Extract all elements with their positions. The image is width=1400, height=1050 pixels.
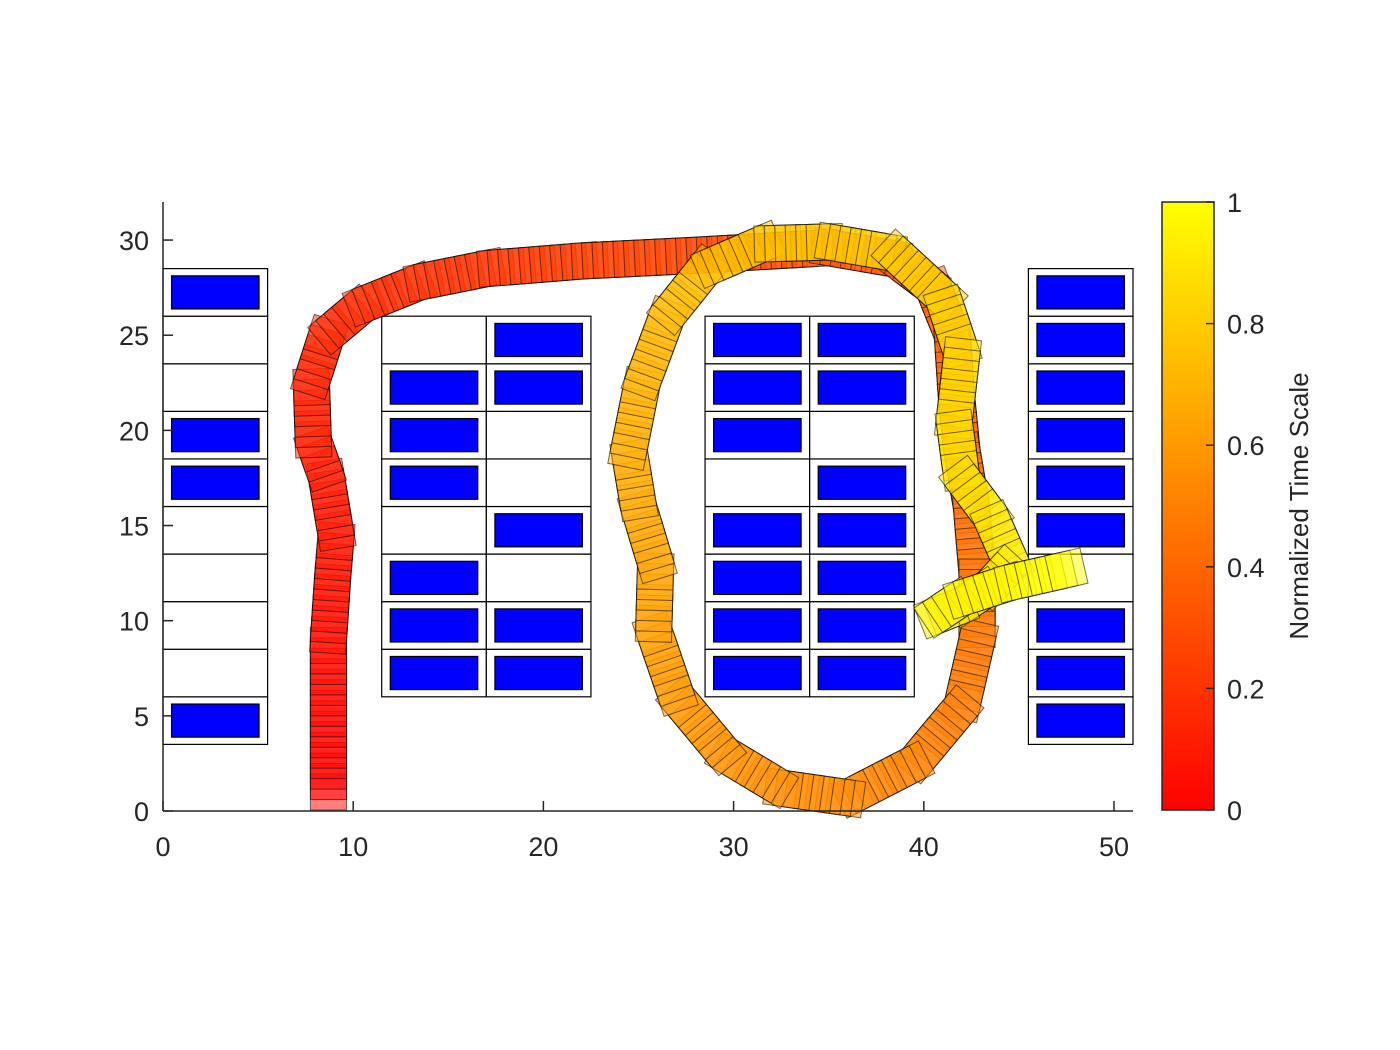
parked-car — [713, 417, 802, 453]
parked-car — [389, 370, 479, 405]
x-tick-label: 40 — [909, 832, 939, 862]
parked-car — [1036, 465, 1126, 500]
parking-slot — [162, 505, 269, 555]
parked-car — [389, 465, 479, 500]
parking-slot — [485, 458, 592, 508]
colorbar-tick-label: 1 — [1227, 188, 1242, 218]
parking-slot — [704, 458, 811, 508]
parking-slot — [381, 505, 487, 555]
parked-car — [494, 322, 583, 358]
y-tick-label: 15 — [119, 512, 149, 542]
parking-slot — [485, 410, 592, 460]
y-tick-label: 20 — [119, 416, 149, 446]
parking-slot — [381, 315, 487, 365]
parked-car — [817, 370, 907, 405]
vehicle-pose — [1044, 547, 1089, 592]
parked-car — [817, 513, 907, 548]
parking-slot — [162, 315, 269, 365]
parked-car — [1036, 322, 1126, 358]
x-tick-label: 10 — [338, 832, 368, 862]
parked-car — [713, 560, 802, 596]
parked-car — [494, 608, 583, 643]
parked-car — [1036, 703, 1126, 738]
parked-car — [1036, 417, 1126, 453]
parked-car — [170, 417, 260, 453]
parking-slot — [485, 553, 592, 603]
colorbar-tick-label: 0.6 — [1227, 431, 1265, 461]
colorbar-tick-label: 0.4 — [1227, 553, 1265, 583]
parked-car — [1036, 655, 1126, 691]
parked-car — [389, 655, 479, 691]
y-tick-label: 25 — [119, 321, 149, 351]
parked-car — [817, 322, 907, 358]
x-tick-label: 20 — [528, 832, 558, 862]
parked-car — [389, 417, 479, 453]
parked-car — [389, 560, 479, 596]
parked-car — [1036, 370, 1126, 405]
parking-slot — [809, 410, 915, 460]
y-tick-label: 0 — [134, 797, 149, 827]
parked-car — [713, 655, 802, 691]
y-tick-label: 10 — [119, 607, 149, 637]
colorbar-tick-label: 0.2 — [1227, 674, 1265, 704]
parking-slots — [162, 268, 1134, 745]
parked-car — [713, 322, 802, 358]
colorbar-tick-label: 0.8 — [1227, 310, 1265, 340]
parking-slot — [162, 648, 269, 698]
parking-slot — [162, 363, 269, 412]
colorbar-label: Normalized Time Scale — [1284, 372, 1314, 639]
axes: 0 10 20 30 40 50 0 5 10 15 20 25 30 — [119, 202, 1133, 862]
x-tick-label: 50 — [1099, 832, 1129, 862]
y-tick-label: 30 — [119, 226, 149, 256]
parked-car — [713, 608, 802, 643]
parked-car — [713, 370, 802, 405]
colorbar: Normalized Time Scale 0 0.2 0.4 0.6 0.8 1 — [1161, 188, 1314, 826]
parked-car — [817, 608, 907, 643]
colorbar-tick-label: 0 — [1227, 796, 1242, 826]
parked-car — [170, 703, 260, 738]
parked-car — [170, 275, 260, 310]
parked-car — [817, 655, 907, 691]
parking-slot — [162, 553, 269, 603]
colorbar-gradient — [1161, 201, 1215, 811]
parking-slot — [162, 601, 269, 650]
parked-car — [817, 560, 907, 596]
x-tick-label: 30 — [719, 832, 749, 862]
parked-car — [1036, 275, 1126, 310]
parked-car — [494, 655, 583, 691]
parked-car — [817, 465, 907, 500]
parked-car — [1036, 608, 1126, 643]
x-tick-label: 0 — [155, 832, 170, 862]
parked-car — [389, 608, 479, 643]
parked-car — [494, 513, 583, 548]
parked-car — [1036, 513, 1126, 548]
parked-car — [170, 465, 260, 500]
y-tick-label: 5 — [134, 702, 149, 732]
parked-car — [713, 513, 802, 548]
parked-car — [494, 370, 583, 405]
vehicle-trajectory — [289, 219, 1089, 820]
